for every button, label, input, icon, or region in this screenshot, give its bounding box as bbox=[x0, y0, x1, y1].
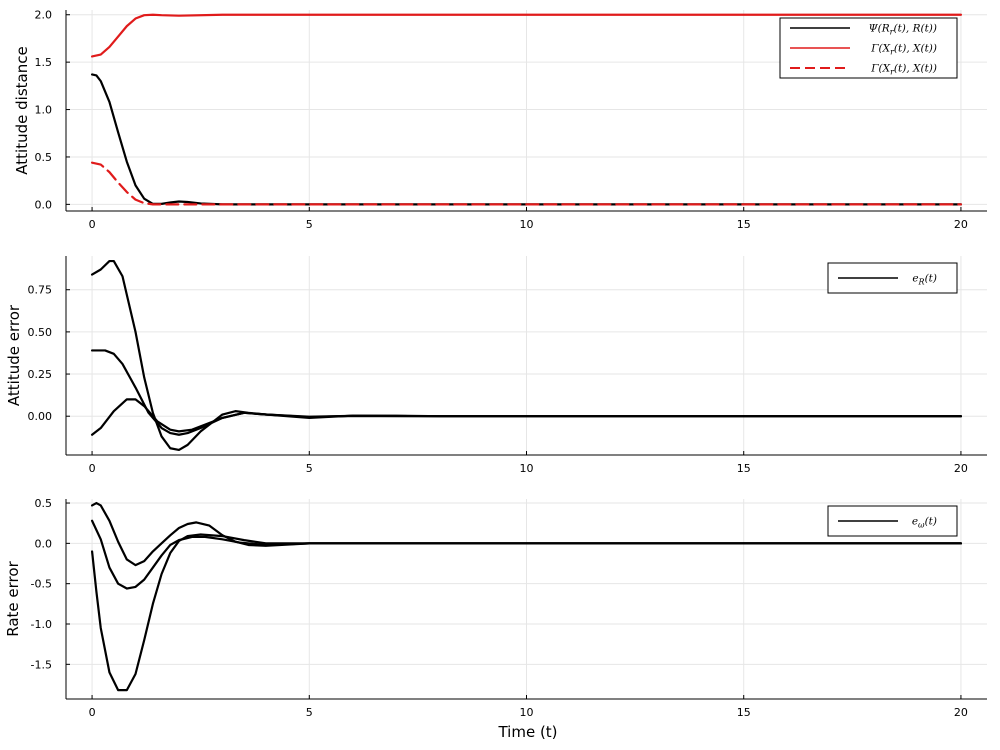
x-tick-label: 20 bbox=[954, 462, 968, 475]
y-tick-label: 0.50 bbox=[28, 326, 53, 339]
y-tick-label: 1.0 bbox=[35, 104, 53, 117]
legend: Ψ(Rr(t), R(t)) Γ(Xr(t), X(t)) Γ(Xr(t), X(t… bbox=[779, 17, 958, 79]
y-tick-label: -0.5 bbox=[31, 578, 52, 591]
legend-entry-label: Ψ(Rr(t), R(t)) bbox=[868, 23, 937, 37]
x-tick-label: 20 bbox=[954, 218, 968, 231]
legend: eR(t) bbox=[827, 262, 958, 294]
y-tick-label: 0.0 bbox=[35, 537, 53, 550]
x-tick-label: 5 bbox=[306, 218, 313, 231]
legend-entry-label: Γ(Xr(t), X(t)) bbox=[870, 43, 937, 57]
x-tick-label: 15 bbox=[737, 462, 751, 475]
y-tick-label: 0.00 bbox=[28, 410, 53, 423]
y-tick-label: 2.0 bbox=[35, 9, 53, 22]
x-tick-label: 0 bbox=[89, 706, 96, 719]
x-tick-label: 10 bbox=[520, 462, 534, 475]
series-line-3 bbox=[90, 533, 963, 692]
y-tick-label: 0.5 bbox=[35, 151, 53, 164]
y-axis-label: Rate error bbox=[4, 560, 22, 636]
y-tick-label: 1.5 bbox=[35, 56, 53, 69]
x-tick-label: 15 bbox=[737, 218, 751, 231]
series-line-3 bbox=[90, 161, 963, 206]
x-tick-label: 5 bbox=[306, 462, 313, 475]
x-tick-label: 20 bbox=[954, 706, 968, 719]
y-tick-label: -1.5 bbox=[31, 658, 52, 671]
x-tick-label: 0 bbox=[89, 218, 96, 231]
y-tick-label: 0.25 bbox=[28, 368, 53, 381]
series-line-1 bbox=[90, 13, 963, 58]
y-axis-label: Attitude error bbox=[5, 304, 23, 406]
x-axis-label: Time (t) bbox=[497, 723, 557, 741]
y-tick-label: 0.5 bbox=[35, 497, 53, 510]
y-tick-label: 0.75 bbox=[28, 284, 53, 297]
legend-entry-label: eR(t) bbox=[912, 273, 937, 287]
x-tick-label: 5 bbox=[306, 706, 313, 719]
legend: eω(t) bbox=[827, 505, 958, 537]
legend-entry-label: eω(t) bbox=[912, 516, 937, 530]
plot-panel-attitude-distance: 0 5 10 15 20 0.0 0.5 1.0 1.5 2.0 Attitude distance… bbox=[13, 9, 987, 231]
y-axis-label: Attitude distance bbox=[13, 46, 31, 174]
series-line-3 bbox=[90, 398, 963, 436]
y-tick-label: -1.0 bbox=[31, 618, 52, 631]
x-tick-label: 15 bbox=[737, 706, 751, 719]
legend-entry-label: Γ(Xr(t), X(t)) bbox=[870, 63, 937, 77]
x-tick-label: 10 bbox=[520, 706, 534, 719]
x-tick-label: 0 bbox=[89, 462, 96, 475]
x-tick-label: 10 bbox=[520, 218, 534, 231]
plot-panel-rate-error: 0 5 10 15 20 -1.5 -1.0 -0.5 0.0 0.5 Rate error eω(t… bbox=[4, 497, 987, 719]
y-tick-label: 0.0 bbox=[35, 198, 53, 211]
plot-panel-attitude-error: 0 5 10 15 20 0.00 0.25 0.50 0.75 Attitude error eR… bbox=[5, 256, 987, 475]
